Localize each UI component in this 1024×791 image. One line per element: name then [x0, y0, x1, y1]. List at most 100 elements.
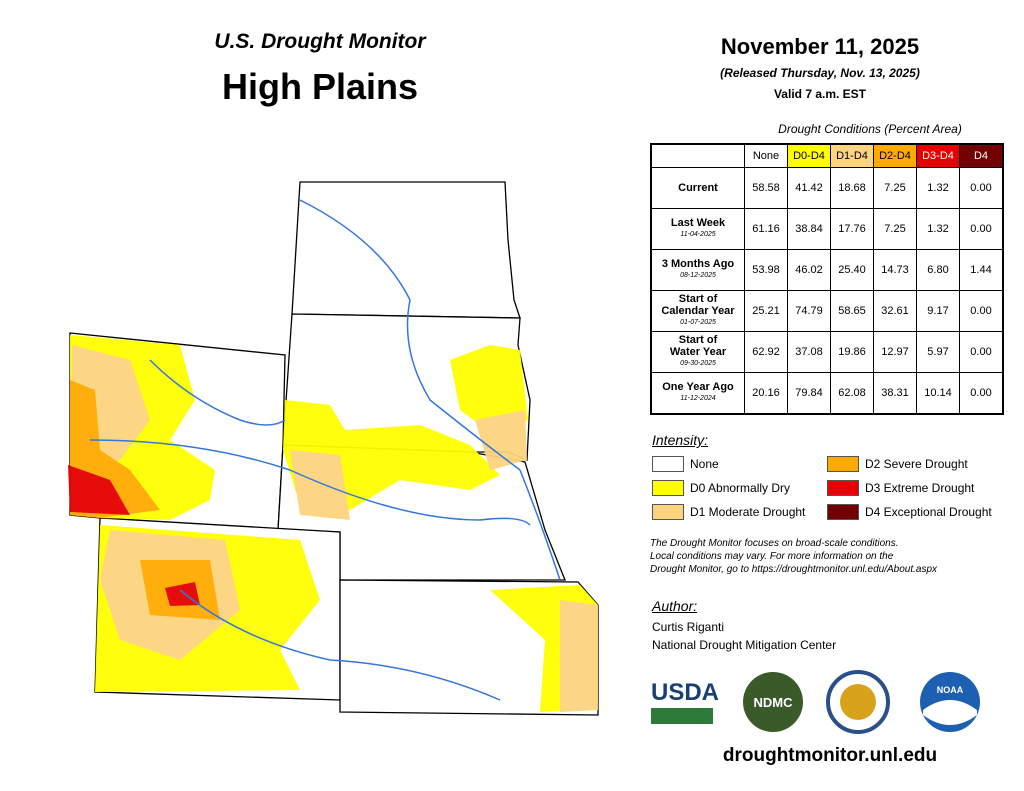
cell: 38.84: [787, 208, 831, 250]
cell: 79.84: [787, 372, 831, 415]
column-header: D3-D4: [916, 143, 960, 168]
cell: 19.86: [830, 331, 874, 373]
legend-label: D2 Severe Drought: [865, 457, 968, 471]
ndmc-logo: [743, 672, 803, 732]
cell: 20.16: [744, 372, 788, 415]
cell: 1.32: [916, 208, 960, 250]
cell: 0.00: [959, 331, 1004, 373]
cell: 46.02: [787, 249, 831, 291]
cell: 18.68: [830, 167, 874, 209]
row-label: Last Week 11-04-2025: [650, 208, 745, 250]
cell: 5.97: [916, 331, 960, 373]
cell: 6.80: [916, 249, 960, 291]
cell: 0.00: [959, 372, 1004, 415]
row-label-line: 3 Months Ago: [661, 258, 735, 270]
legend-swatch: [652, 456, 684, 472]
cell: 32.61: [873, 290, 917, 332]
cell: 25.40: [830, 249, 874, 291]
drought-areas: [68, 335, 598, 712]
legend-swatch: [652, 504, 684, 520]
note-line: The Drought Monitor focuses on broad-sca…: [650, 538, 899, 549]
cell: 58.58: [744, 167, 788, 209]
usda-stripe: [651, 708, 713, 724]
d3-area: [165, 582, 200, 606]
row-label-line: One Year Ago: [662, 381, 734, 393]
cell: 38.31: [873, 372, 917, 415]
river: [179, 589, 501, 701]
noaa-text: NOAA: [937, 685, 964, 695]
river: [299, 199, 561, 581]
table-row: Start of Water Year 09-30-2025 62.92 37.08 19…: [650, 331, 1004, 373]
d3-area: [68, 465, 130, 515]
cell: 41.42: [787, 167, 831, 209]
legend-label: D3 Extreme Drought: [865, 481, 975, 495]
map-subtitle: U.S. Drought Monitor: [214, 30, 426, 53]
released: (Released Thursday, Nov. 13, 2025): [720, 66, 920, 80]
rivers: [89, 199, 561, 701]
row-label: 3 Months Ago 08-12-2025: [650, 249, 745, 291]
d1-area: [475, 410, 527, 470]
legend-swatch: [652, 480, 684, 496]
legend-label: D4 Exceptional Drought: [865, 505, 992, 519]
cell: 0.00: [959, 290, 1004, 332]
row-label-line: Start of: [678, 334, 718, 346]
map-title: High Plains: [221, 66, 419, 107]
row-date: 11-04-2025: [680, 231, 716, 238]
cell: 1.32: [916, 167, 960, 209]
row-label-line: Calendar Year: [661, 305, 735, 317]
corner: [651, 144, 745, 168]
logos: USDA NDMC NOAA: [651, 670, 980, 734]
legend-title: Intensity:: [652, 432, 709, 448]
author: Curtis Riganti National Drought Mitigatio…: [652, 618, 836, 654]
url: droughtmonitor.unl.edu: [722, 745, 938, 766]
note-line: Local conditions may vary. For more info…: [650, 551, 894, 562]
row-label-line: Water Year: [669, 346, 727, 358]
legend-label: D1 Moderate Drought: [690, 505, 806, 519]
column-header: D1-D4: [830, 143, 874, 168]
row-label-line: Last Week: [670, 217, 726, 229]
cell: 14.73: [873, 249, 917, 291]
row-date: 08-12-2025: [680, 272, 716, 279]
cell: 1.44: [959, 249, 1004, 291]
author-line: Curtis Riganti: [652, 620, 725, 634]
row-label: Start of Calendar Year 01-07-2025: [650, 290, 745, 332]
table-row: 3 Months Ago 08-12-2025 53.98 46.02 25.40 14.…: [650, 249, 1004, 291]
ndmc-text: NDMC: [754, 695, 794, 710]
author-title: Author:: [652, 598, 698, 614]
cell: 7.25: [873, 208, 917, 250]
d1-area: [560, 600, 598, 712]
cell: 0.00: [959, 167, 1004, 209]
row-label: Current: [650, 167, 745, 209]
cell: 74.79: [787, 290, 831, 332]
header-row: None D0-D4 D1-D4 D2-D4 D3-D4 D4: [651, 143, 1004, 168]
legend-label: None: [690, 457, 719, 471]
legend-swatch: [827, 456, 859, 472]
conditions-table: None D0-D4 D1-D4 D2-D4 D3-D4 D4 Current 58.58 41…: [650, 143, 1004, 415]
row-date: 01-07-2025: [680, 319, 716, 326]
cell: 10.14: [916, 372, 960, 415]
cell: 37.08: [787, 331, 831, 373]
cell: 62.92: [744, 331, 788, 373]
table-row: Current 58.58 41.42 18.68 7.25 1.32 0.00: [650, 167, 1004, 209]
cell: 17.76: [830, 208, 874, 250]
cell: 61.16: [744, 208, 788, 250]
cell: 53.98: [744, 249, 788, 291]
row-date: 11-12-2024: [680, 395, 716, 402]
cell: 62.08: [830, 372, 874, 415]
column-header: D0-D4: [787, 143, 831, 168]
legend-label: D0 Abnormally Dry: [690, 481, 791, 495]
map: [68, 181, 599, 716]
column-header: D4: [959, 143, 1004, 168]
table-caption: Drought Conditions (Percent Area): [778, 122, 962, 136]
note: The Drought Monitor focuses on broad-sca…: [650, 537, 937, 576]
note-line: Drought Monitor, go to https://droughtmo…: [650, 564, 938, 575]
row-label-line: Start of: [678, 293, 718, 305]
cell: 0.00: [959, 208, 1004, 250]
river: [149, 359, 286, 426]
row-label: One Year Ago 11-12-2024: [650, 372, 745, 415]
cell: 12.97: [873, 331, 917, 373]
table-row: Start of Calendar Year 01-07-2025 25.21 74.7…: [650, 290, 1004, 332]
usda-logo: USDA: [651, 679, 719, 706]
row-label: Start of Water Year 09-30-2025: [650, 331, 745, 373]
cell: 9.17: [916, 290, 960, 332]
